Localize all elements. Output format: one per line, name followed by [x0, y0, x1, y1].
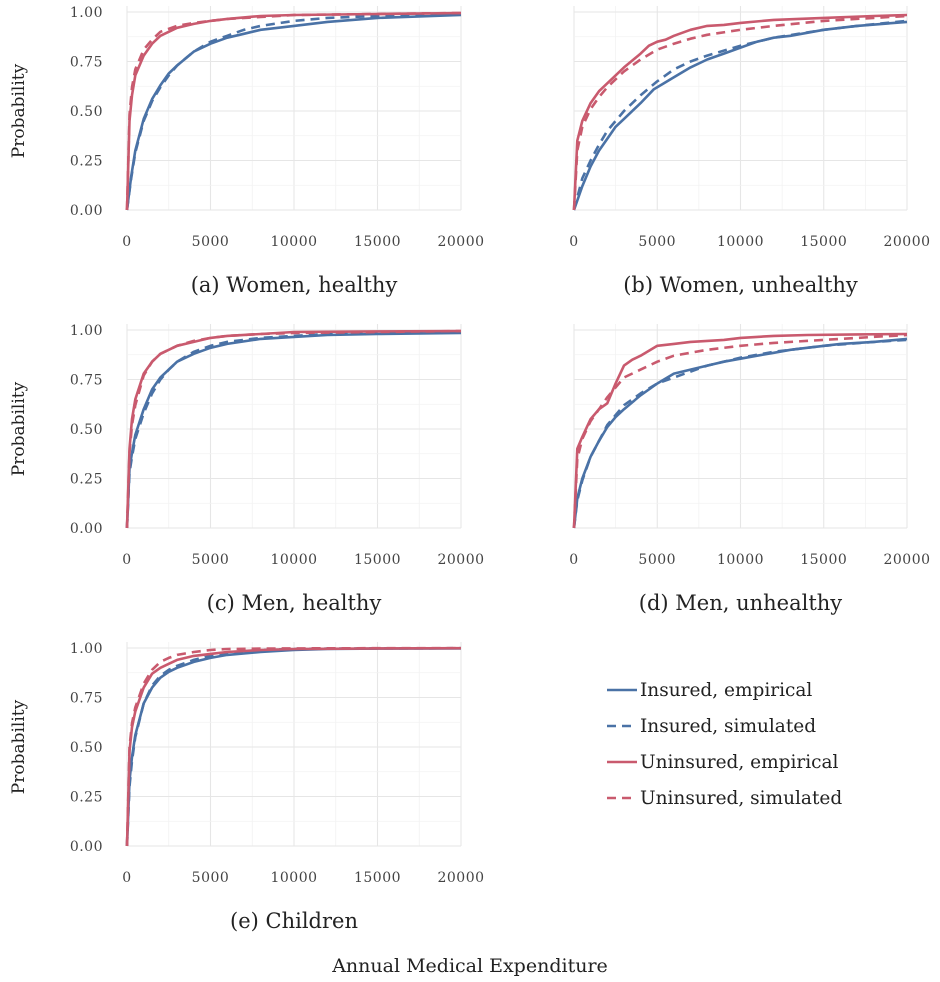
legend-item: Uninsured, simulated [607, 788, 842, 809]
y-tick-label: 1.00 [70, 323, 103, 339]
x-tick-label: 20000 [437, 234, 484, 250]
x-tick-label: 15000 [800, 234, 847, 250]
legend-label: Uninsured, simulated [640, 788, 842, 809]
x-tick-label: 0 [122, 234, 131, 250]
legend-label: Insured, simulated [640, 716, 816, 737]
series-line-uninsured-simulated [572, 333, 908, 529]
y-axis-title: Probability [9, 381, 29, 476]
x-tick-label: 20000 [437, 870, 484, 886]
legend-item: Insured, empirical [607, 680, 812, 701]
legend-item: Insured, simulated [607, 716, 816, 737]
x-tick-label: 0 [569, 234, 578, 250]
series-line-uninsured-empirical [572, 332, 908, 529]
x-tick-label: 15000 [354, 552, 401, 568]
series-line-uninsured-simulated [125, 329, 462, 529]
x-tick-label: 0 [569, 552, 578, 568]
y-tick-label: 0.00 [70, 521, 103, 537]
series-line-insured-simulated [125, 330, 462, 529]
y-tick-label: 0.75 [70, 691, 103, 707]
y-tick-label: 0.00 [70, 203, 103, 219]
y-tick-label: 0.75 [70, 373, 103, 389]
x-tick-label: 15000 [800, 552, 847, 568]
x-tick-label: 10000 [717, 234, 764, 250]
panel-3: 0 5000 10000 15000 20000 0.00 0.25 0.50 0.75 1.00… [9, 323, 484, 615]
legend: Insured, empirical Insured, simulated Unin… [607, 680, 842, 809]
x-tick-label: 10000 [717, 552, 764, 568]
y-axis-title: Probability [9, 63, 29, 158]
x-tick-label: 5000 [638, 234, 676, 250]
series-line-insured-simulated [125, 646, 462, 847]
x-tick-label: 15000 [354, 234, 401, 250]
grid [573, 6, 908, 211]
x-tick-label: 20000 [883, 552, 930, 568]
legend-label: Uninsured, empirical [640, 752, 839, 773]
y-tick-label: 0.50 [70, 422, 103, 438]
y-tick-label: 0.75 [70, 55, 103, 71]
x-tick-label: 10000 [270, 870, 317, 886]
series-line-uninsured-simulated [125, 11, 462, 211]
x-axis-title: Annual Medical Expenditure [331, 955, 608, 977]
y-tick-label: 0.25 [70, 790, 103, 806]
y-axis-title: Probability [9, 699, 29, 794]
panel-caption: (d) Men, unhealthy [639, 591, 843, 615]
x-tick-label: 20000 [437, 552, 484, 568]
x-tick-label: 5000 [638, 552, 676, 568]
panel-1: 0 5000 10000 15000 20000 0.00 0.25 0.50 0.75 1.00… [9, 5, 484, 297]
panel-5: 0 5000 10000 15000 20000 0.00 0.25 0.50 0.75 1.00… [9, 641, 484, 933]
panel-caption: (a) Women, healthy [191, 273, 398, 297]
grid [573, 324, 908, 529]
x-tick-label: 5000 [192, 870, 230, 886]
x-tick-label: 10000 [270, 234, 317, 250]
panel-caption: (c) Men, healthy [207, 591, 382, 615]
grid [126, 6, 462, 211]
legend-label: Insured, empirical [640, 680, 812, 701]
panels-group: 0 5000 10000 15000 20000 0.00 0.25 0.50 0.75 1.00… [9, 5, 930, 933]
grid [126, 642, 462, 847]
legend-item: Uninsured, empirical [607, 752, 839, 773]
x-tick-label: 20000 [883, 234, 930, 250]
series-line-insured-simulated [572, 19, 908, 211]
x-tick-label: 0 [122, 552, 131, 568]
x-tick-label: 5000 [192, 552, 230, 568]
panel-2: 0 5000 10000 15000 20000 (b) Women, unhealthy [569, 6, 930, 297]
panel-4: 0 5000 10000 15000 20000 (d) Men, unhealthy [569, 324, 930, 615]
y-tick-label: 0.25 [70, 472, 103, 488]
x-tick-label: 0 [122, 870, 131, 886]
y-tick-label: 1.00 [70, 641, 103, 657]
y-tick-label: 0.00 [70, 839, 103, 855]
series-line-insured-empirical [125, 331, 462, 529]
y-tick-label: 1.00 [70, 5, 103, 21]
panel-caption: (e) Children [230, 909, 358, 933]
x-tick-label: 10000 [270, 552, 317, 568]
panel-caption: (b) Women, unhealthy [623, 273, 858, 297]
series-line-uninsured-simulated [572, 14, 908, 211]
x-tick-label: 5000 [192, 234, 230, 250]
grid [126, 324, 462, 529]
series-line-insured-simulated [572, 338, 908, 529]
series-line-insured-simulated [125, 12, 462, 211]
y-tick-label: 0.50 [70, 104, 103, 120]
y-tick-label: 0.50 [70, 740, 103, 756]
series-line-uninsured-empirical [572, 13, 908, 211]
x-tick-label: 15000 [354, 870, 401, 886]
y-tick-label: 0.25 [70, 154, 103, 170]
